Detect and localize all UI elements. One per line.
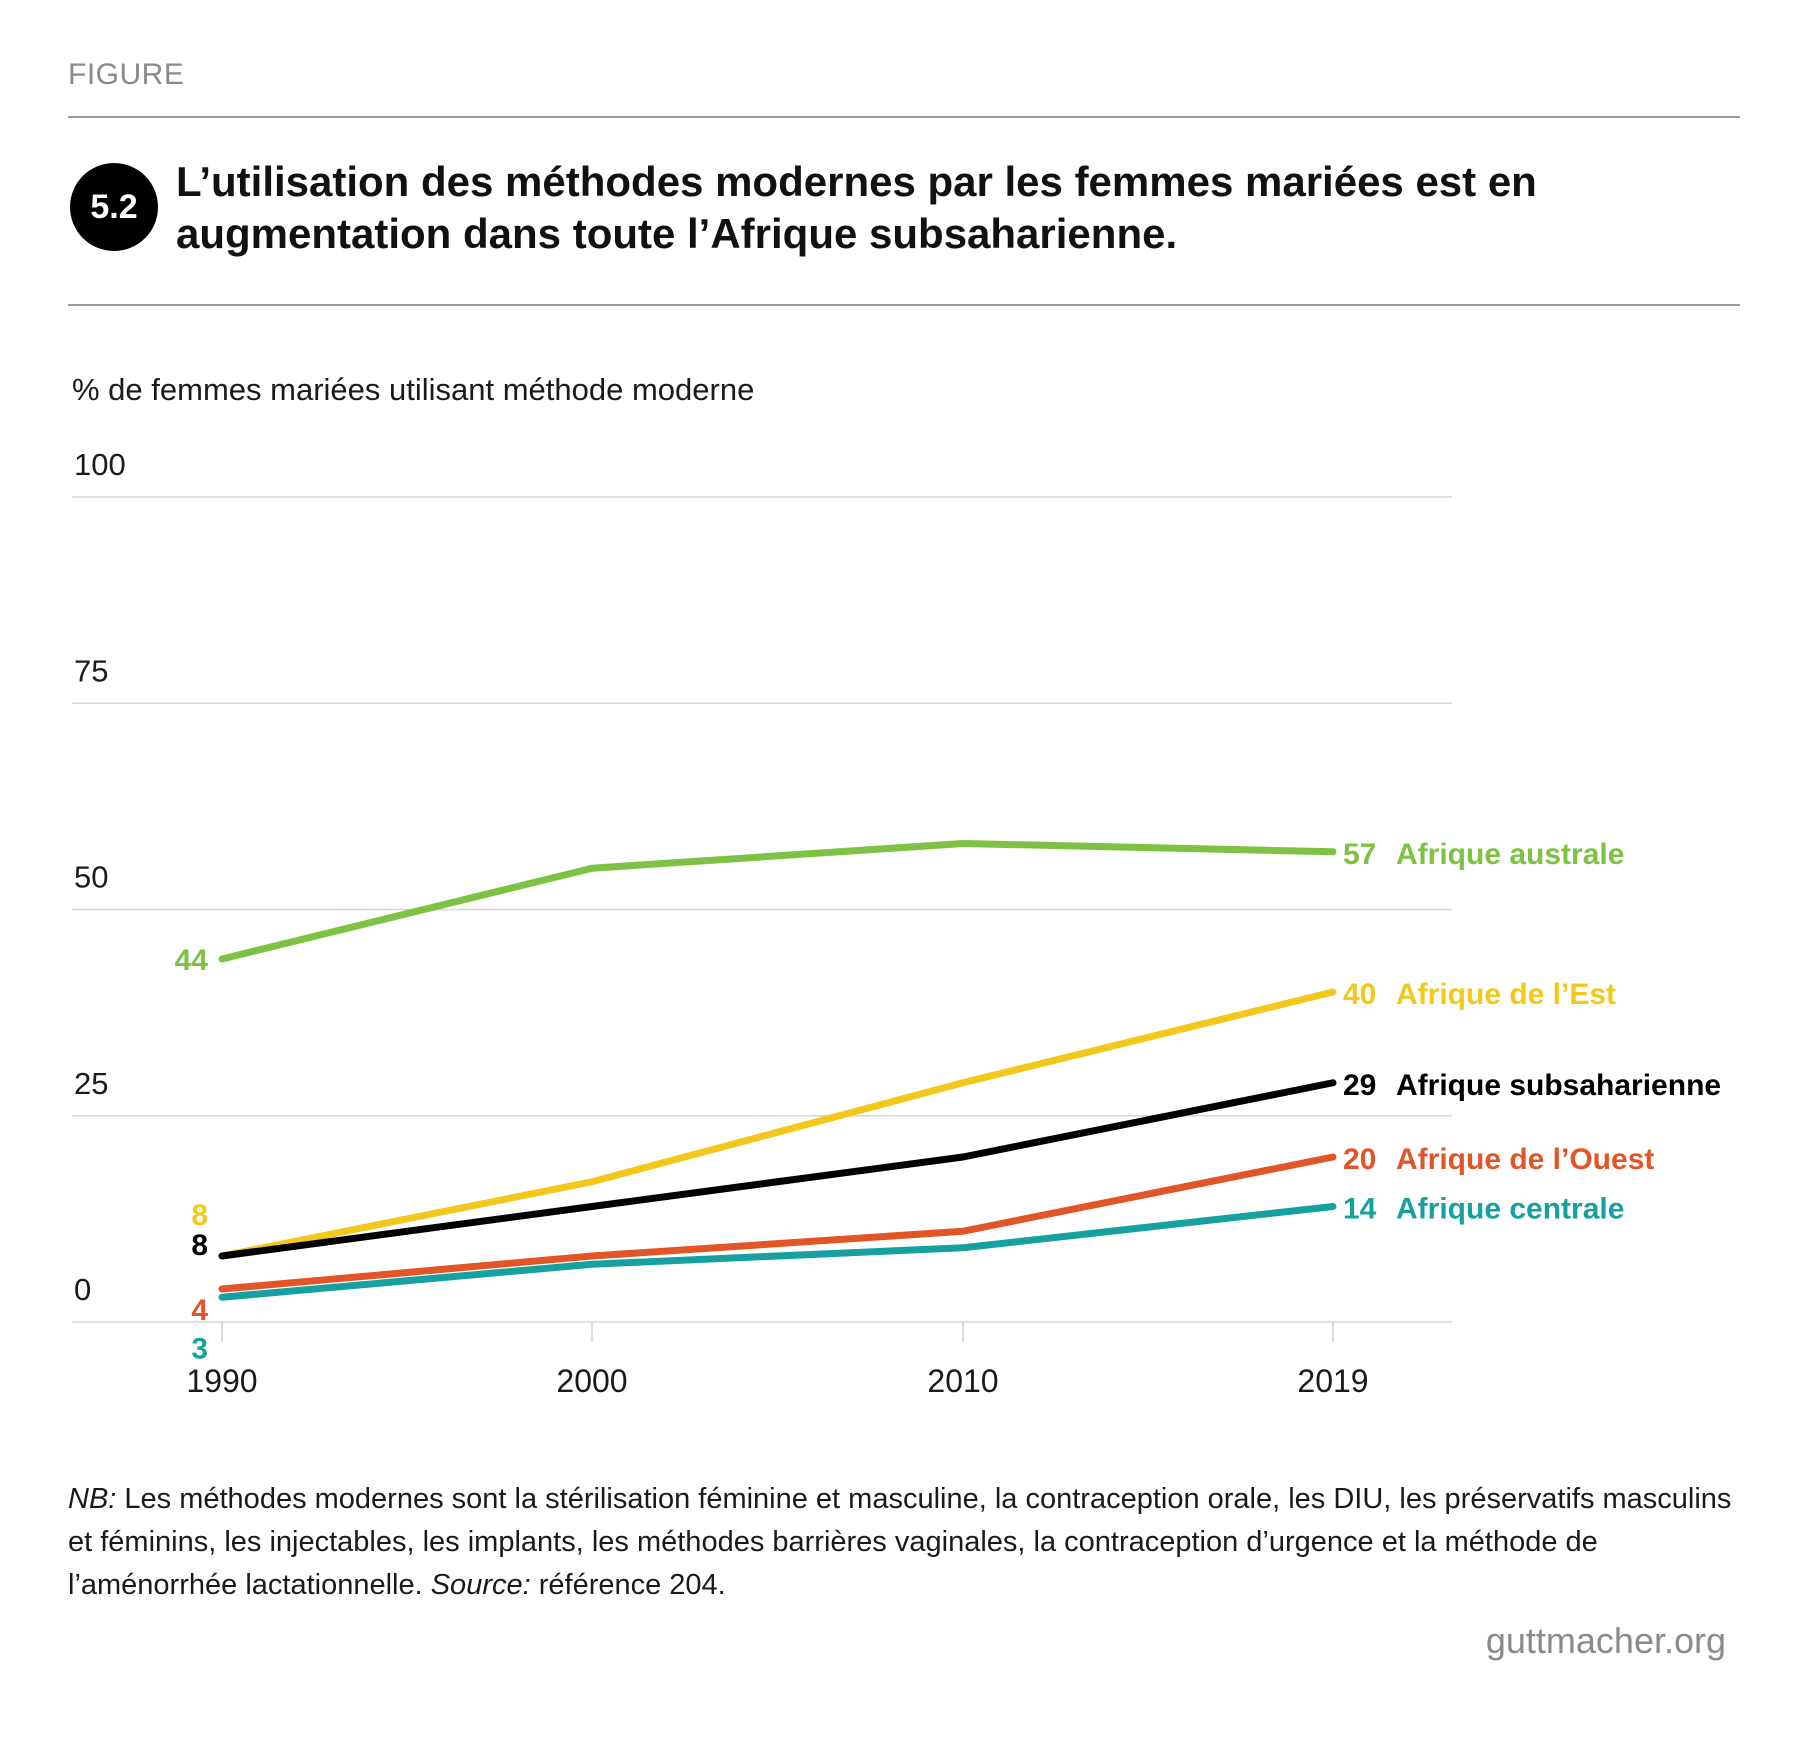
- y-tick-label-100: 100: [74, 447, 126, 482]
- y-tick-label-25: 25: [74, 1066, 108, 1101]
- series-labels: 44 57 Afrique australe 8 40 Afrique de l’Est 8…: [175, 838, 1721, 1366]
- x-tick-label-2010: 2010: [927, 1363, 998, 1399]
- figure-number-badge: 5.2: [70, 163, 158, 251]
- x-tick-label-1990: 1990: [186, 1363, 257, 1399]
- note-text: Les méthodes modernes sont la stérilisat…: [68, 1483, 1732, 1601]
- series-line-afrique-de-l-ouest: [218, 1153, 1337, 1293]
- y-tick-label-50: 50: [74, 860, 108, 895]
- y-tick-label-0: 0: [74, 1272, 91, 1307]
- figure-title-line-2: augmentation dans toute l’Afrique subsah…: [176, 210, 1178, 257]
- series-line-afrique-de-l-est: [218, 988, 1337, 1260]
- end-value-afrique-australe: 57: [1343, 838, 1376, 871]
- top-divider: [68, 116, 1740, 118]
- footnote: NB: Les méthodes modernes sont la stéril…: [68, 1478, 1748, 1607]
- title-divider: [68, 304, 1740, 306]
- series-name-afrique-centrale: Afrique centrale: [1396, 1193, 1624, 1226]
- source-prefix: Source:: [430, 1569, 531, 1601]
- figure-title: L’utilisation des méthodes modernes par …: [176, 156, 1696, 260]
- series-line-afrique-australe: [218, 840, 1337, 963]
- start-label-afrique-subsaharienne: 8: [191, 1229, 208, 1262]
- series-lines: [218, 840, 1337, 1301]
- figure-title-line-1: L’utilisation des méthodes modernes par …: [176, 158, 1537, 205]
- series-line-afrique-subsaharienne: [218, 1079, 1337, 1260]
- series-name-afrique-subsaharienne: Afrique subsaharienne: [1396, 1069, 1721, 1102]
- figure-kicker: FIGURE: [68, 58, 185, 91]
- start-label-afrique-australe: 44: [175, 944, 209, 977]
- gridlines: [72, 496, 1452, 1342]
- source-text: référence 204.: [530, 1569, 726, 1601]
- series-line-afrique-centrale: [218, 1203, 1337, 1301]
- end-value-afrique-de-l-ouest: 20: [1343, 1143, 1376, 1176]
- note-prefix: NB:: [68, 1483, 117, 1515]
- end-value-afrique-subsaharienne: 29: [1343, 1069, 1376, 1102]
- brand-url: guttmacher.org: [1485, 1620, 1726, 1661]
- line-chart: 0 25 50 75 100 1990 2000 2010 2019 44 57 Afrique …: [72, 447, 1721, 1399]
- start-label-afrique-centrale: 3: [191, 1332, 208, 1365]
- x-tick-label-2000: 2000: [556, 1363, 627, 1399]
- start-label-afrique-de-l-est: 8: [191, 1199, 208, 1232]
- y-axis-title: % de femmes mariées utilisant méthode mo…: [72, 372, 755, 407]
- end-value-afrique-de-l-est: 40: [1343, 978, 1376, 1011]
- end-value-afrique-centrale: 14: [1343, 1193, 1377, 1226]
- series-name-afrique-de-l-ouest: Afrique de l’Ouest: [1396, 1143, 1654, 1176]
- series-name-afrique-de-l-est: Afrique de l’Est: [1396, 978, 1616, 1011]
- y-tick-labels: 0 25 50 75 100: [74, 447, 126, 1307]
- x-tick-labels: 1990 2000 2010 2019: [186, 1363, 1368, 1399]
- series-name-afrique-australe: Afrique australe: [1396, 838, 1624, 871]
- start-label-afrique-de-l-ouest: 4: [191, 1294, 208, 1327]
- x-tick-label-2019: 2019: [1297, 1363, 1368, 1399]
- y-tick-label-75: 75: [74, 653, 108, 688]
